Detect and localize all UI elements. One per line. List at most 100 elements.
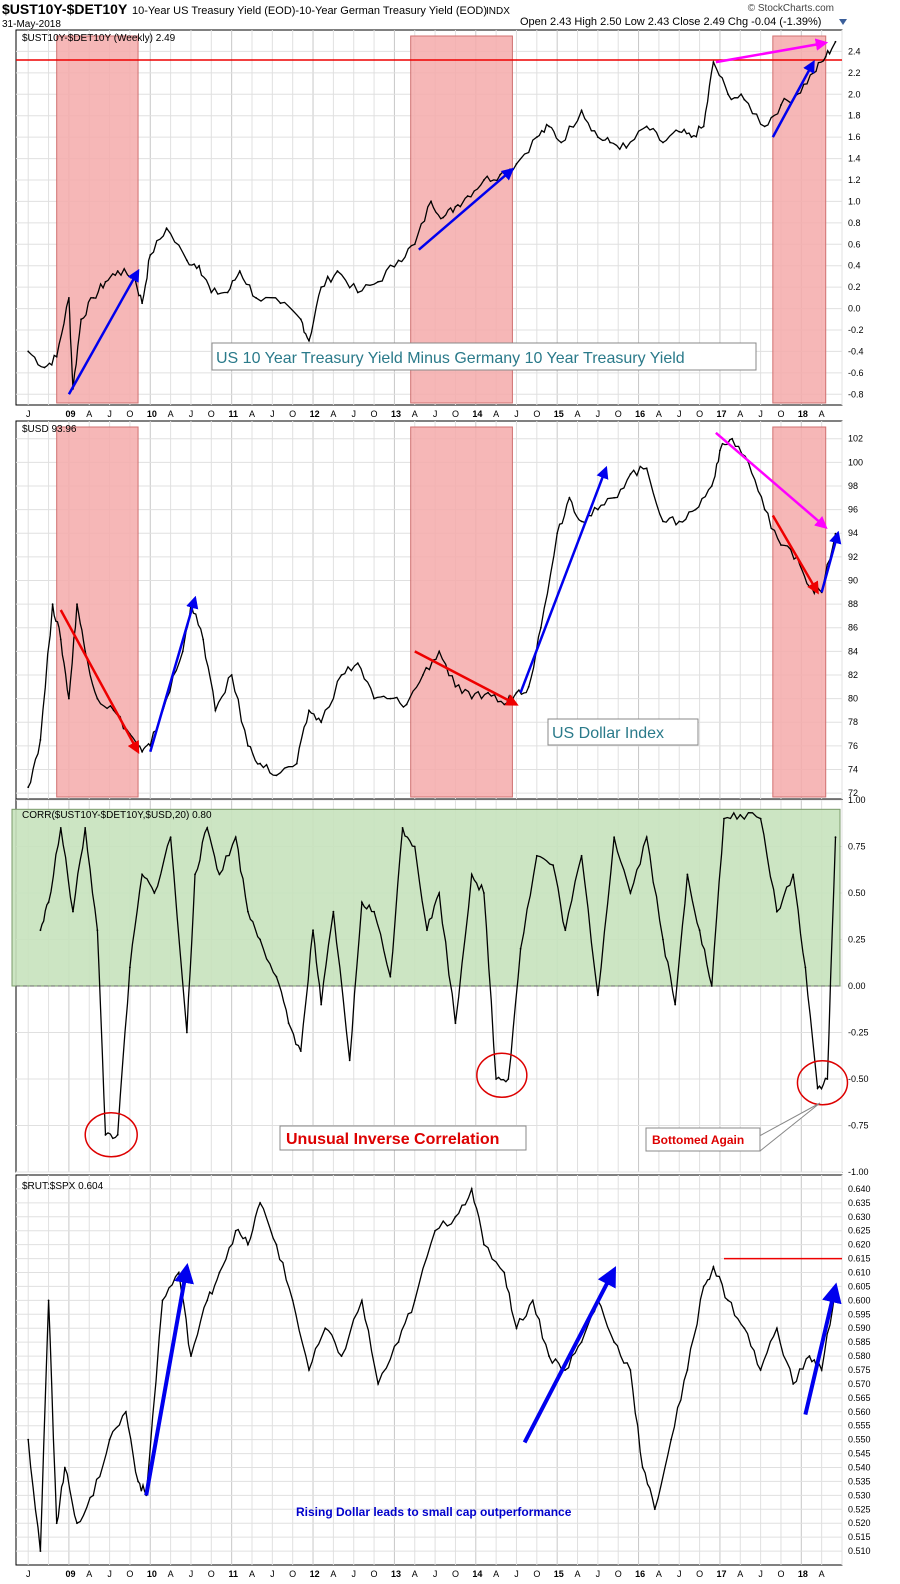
y-tick-label: 2.0: [848, 89, 861, 99]
data-point: [580, 109, 583, 112]
data-point: [259, 938, 262, 941]
data-point: [434, 1229, 437, 1232]
data-point: [596, 508, 599, 511]
data-point: [580, 1341, 583, 1344]
data-point: [426, 929, 428, 932]
data-point: [299, 1050, 302, 1052]
y-tick-label: 0.525: [848, 1504, 871, 1514]
x-tick-label: O: [533, 409, 540, 419]
data-point: [629, 892, 632, 894]
y-tick-label: 0.75: [848, 842, 866, 852]
magenta-trend-arrow: [715, 38, 829, 64]
data-point: [92, 296, 95, 299]
data-point: [442, 216, 445, 219]
chevron-down-icon[interactable]: [839, 19, 847, 25]
data-point: [454, 685, 457, 688]
data-point: [812, 71, 815, 74]
data-point: [719, 449, 721, 452]
x-tick-label: A: [330, 1569, 336, 1579]
x-tick-label: 13: [391, 1569, 401, 1579]
data-point: [181, 650, 184, 653]
x-tick-label: 13: [391, 409, 401, 419]
data-point: [141, 873, 144, 876]
y-tick-label: 0.510: [848, 1546, 871, 1556]
y-tick-label: 84: [848, 646, 858, 656]
data-point: [686, 1369, 689, 1371]
data-point: [149, 254, 152, 256]
red-trend-arrow: [771, 514, 819, 595]
data-point: [629, 473, 632, 476]
data-point: [291, 1299, 294, 1302]
y-tick-label: 96: [848, 505, 858, 515]
data-point: [340, 674, 343, 676]
data-point: [312, 929, 314, 932]
data-point: [247, 1243, 249, 1246]
y-tick-label: 2.4: [848, 46, 861, 56]
x-tick-label: J: [677, 1569, 682, 1579]
data-point: [177, 1271, 180, 1274]
data-point: [645, 467, 648, 470]
x-tick-label: O: [777, 409, 784, 419]
rut-spx-plot-area: 0.640 0.635 0.630 0.625 0.620 0.615 0.610 0.605…: [15, 1174, 871, 1579]
shaded-period: [410, 426, 513, 798]
x-tick-label: J: [758, 409, 763, 419]
rut-spx-panel: 0.640 0.635 0.630 0.625 0.620 0.615 0.610 0.605…: [15, 1174, 871, 1579]
data-point: [141, 302, 144, 305]
data-point: [67, 697, 70, 700]
data-point: [198, 264, 201, 267]
data-point: [560, 141, 563, 144]
y-tick-label: 90: [848, 575, 858, 585]
spread-title-box: [211, 342, 757, 371]
data-point: [808, 585, 811, 588]
data-point: [792, 873, 795, 876]
data-point: [259, 762, 262, 765]
y-tick-label: 0.560: [848, 1407, 871, 1417]
x-tick-label: O: [696, 1569, 703, 1579]
usd-series-label: $USD 93.96: [22, 424, 77, 435]
y-tick-label: 0.50: [848, 888, 866, 898]
data-point: [535, 136, 538, 139]
x-tick-label: O: [126, 1569, 133, 1579]
blue-trend-arrow: [522, 1266, 616, 1444]
x-tick-label: J: [270, 409, 275, 419]
data-point: [356, 291, 359, 294]
data-point: [67, 296, 70, 299]
data-point: [580, 854, 583, 857]
data-point: [539, 626, 542, 629]
shaded-period: [56, 35, 139, 404]
data-point: [556, 532, 559, 535]
x-tick-label: J: [758, 1569, 763, 1579]
x-tick-label: J: [514, 1569, 519, 1579]
data-point: [702, 125, 705, 128]
correlation-plot-area: 1.00 0.75 0.50 0.25 0.00 -0.25 -0.50 -0.75 -1.00: [11, 795, 869, 1177]
data-point: [360, 901, 363, 904]
inverse-note-box: [279, 1125, 527, 1151]
blue-trend-arrow: [149, 595, 199, 753]
data-point: [218, 873, 221, 876]
data-point: [495, 1078, 498, 1080]
data-point: [548, 125, 550, 128]
x-tick-label: 10: [147, 409, 157, 419]
data-point: [206, 1299, 209, 1302]
data-point: [39, 929, 42, 932]
data-point: [792, 1383, 795, 1385]
correlation-series-label: CORR($UST10Y-$DET10Y,$USD,20) 0.80: [22, 810, 212, 821]
x-tick-label: J: [351, 409, 356, 419]
y-tick-label: 0.610: [848, 1268, 871, 1278]
y-tick-label: 0.520: [848, 1518, 871, 1528]
x-tick-label: A: [168, 1569, 174, 1579]
data-point: [116, 270, 119, 272]
data-point: [63, 1466, 66, 1469]
data-point: [759, 1369, 762, 1371]
data-point: [255, 296, 257, 299]
shaded-period: [772, 35, 827, 404]
data-point: [161, 1299, 164, 1302]
data-point: [727, 1299, 729, 1302]
data-point: [515, 691, 518, 694]
x-tick-label: A: [168, 409, 174, 419]
x-tick-label: A: [412, 1569, 418, 1579]
data-point: [564, 929, 567, 932]
data-point: [104, 1133, 107, 1136]
usd-plot-area: 1021009896949290888684828078767472J09AJO…: [15, 420, 863, 813]
